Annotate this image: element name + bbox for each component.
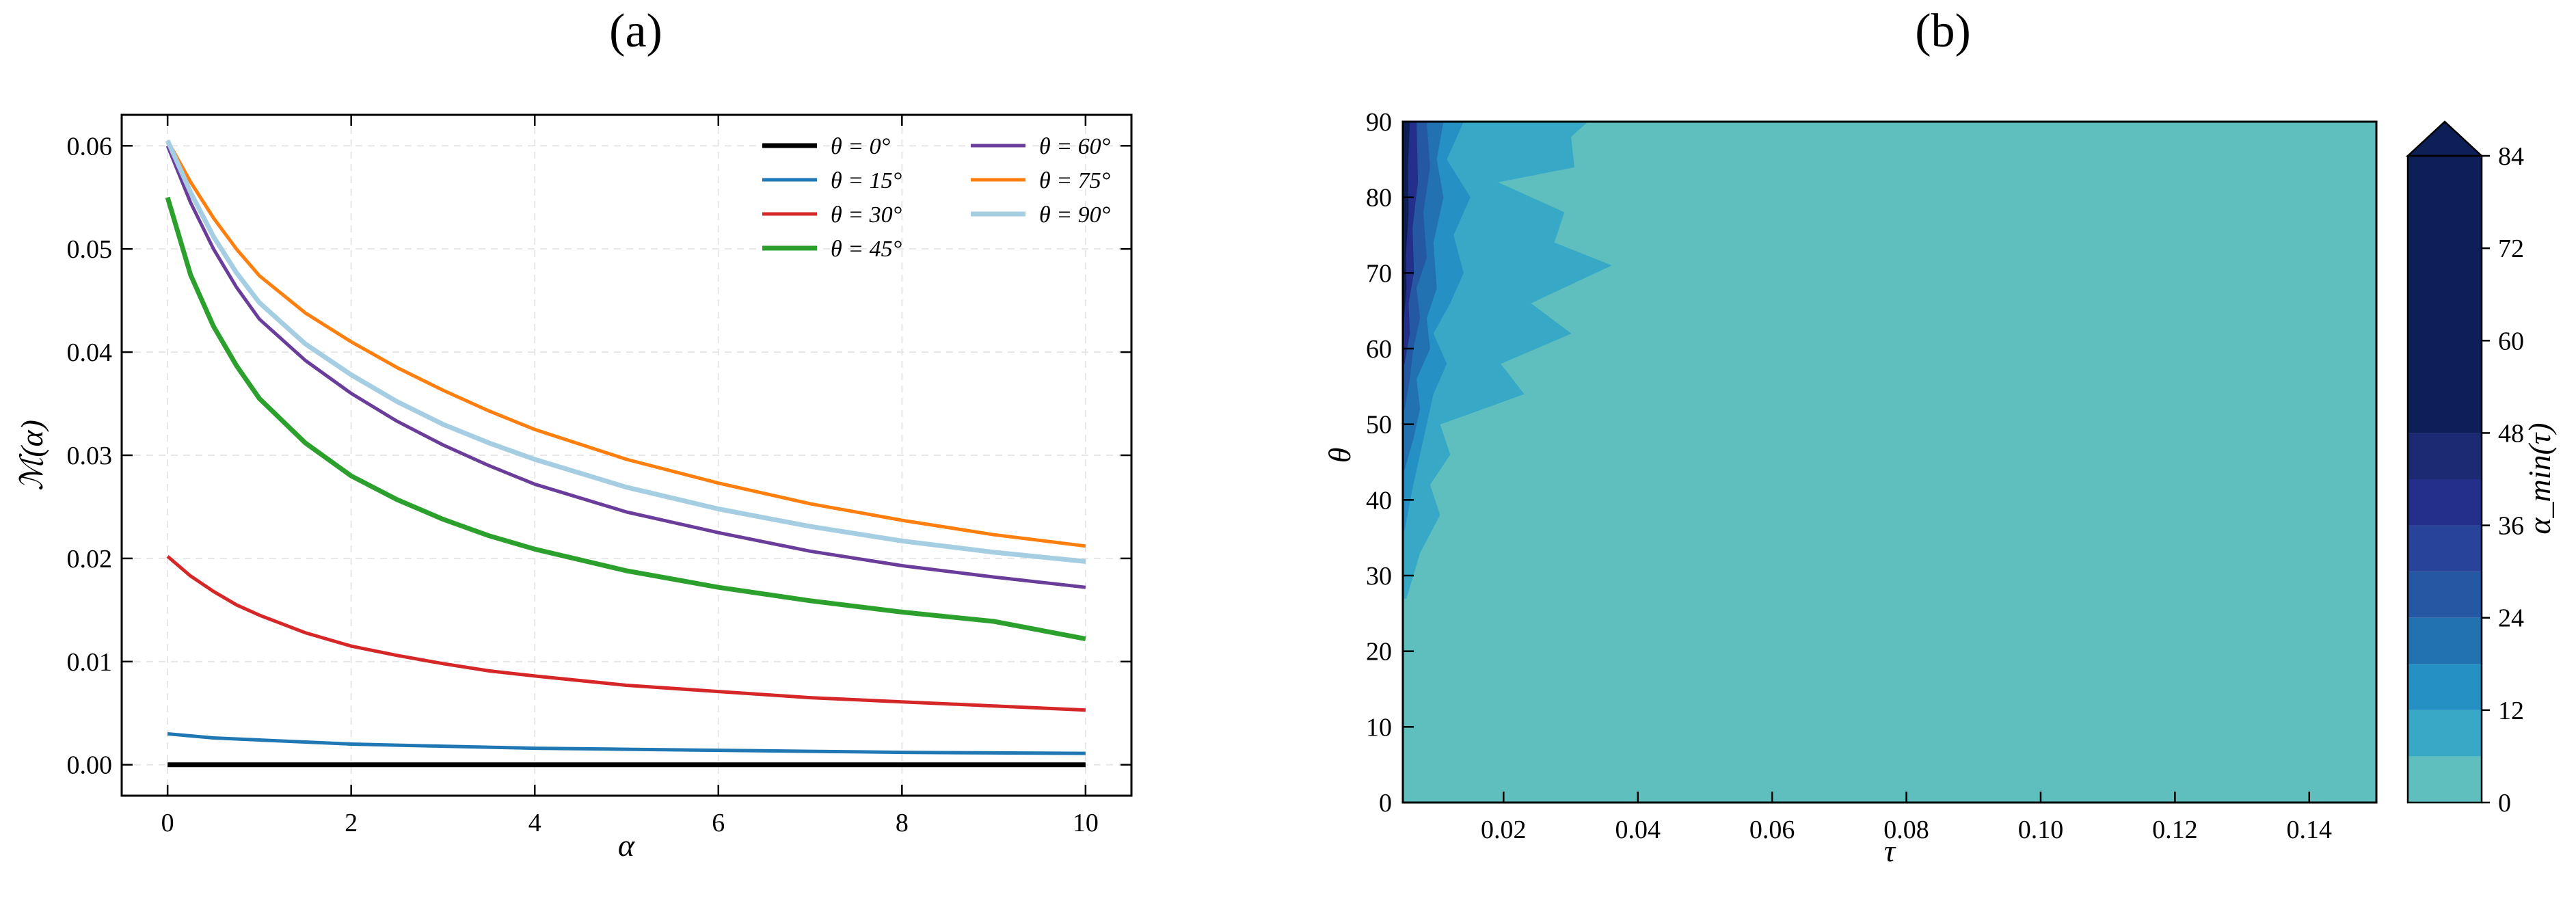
series-lines xyxy=(165,139,1086,768)
y-tick-label: 0.03 xyxy=(67,442,113,470)
y-axis-label: θ xyxy=(1322,448,1357,463)
colorbar-tick-label: 60 xyxy=(2498,327,2524,355)
legend-label: θ = 60° xyxy=(1039,134,1111,159)
y-tick-label: 0.01 xyxy=(67,648,113,677)
panel-a-title: (a) xyxy=(609,5,662,57)
colorbar-segment xyxy=(2408,756,2482,803)
colorbar-tick-label: 12 xyxy=(2498,697,2524,725)
colorbar-tick-label: 48 xyxy=(2498,419,2524,448)
y-tick-label: 20 xyxy=(1366,638,1392,666)
y-axis-label: ℳ(α) xyxy=(14,420,49,491)
contour-base-level xyxy=(1403,122,2376,803)
legend: θ = 0° θ = 15° θ = 30° θ = 45° θ = 60° θ = 75… xyxy=(762,134,1111,262)
y-tick-label: 50 xyxy=(1366,411,1392,440)
series-line xyxy=(165,145,1086,589)
x-tick-label: 0.10 xyxy=(2018,816,2064,844)
colorbar-segment xyxy=(2408,571,2482,618)
legend-label: θ = 90° xyxy=(1039,202,1111,228)
x-tick-label: 0.04 xyxy=(1615,816,1661,844)
y-tick-label: 0.02 xyxy=(67,545,113,574)
colorbar-tick-label: 36 xyxy=(2498,512,2524,541)
colorbar-extend-arrow xyxy=(2405,120,2484,157)
series-line xyxy=(166,554,1086,712)
colorbar-segment xyxy=(2408,710,2482,757)
colorbar-tick-label: 84 xyxy=(2498,142,2524,171)
colorbar-segment xyxy=(2408,525,2482,572)
colorbar-segment xyxy=(2408,617,2482,664)
x-axis-label: τ xyxy=(1884,833,1896,868)
colorbar-frame xyxy=(2406,154,2483,804)
legend-label: θ = 15° xyxy=(831,168,902,193)
x-tick-label: 0.12 xyxy=(2152,816,2198,844)
y-tick-label: 80 xyxy=(1366,184,1392,213)
y-tick-label: 0.04 xyxy=(67,338,113,367)
axis-ticks: 0 2 4 6 8 10 0.00 0.01 0.02 0.03 0.04 0.05 0.06 xyxy=(67,115,1131,837)
x-axis-label: α xyxy=(618,828,635,863)
plot-frame xyxy=(1401,120,2378,804)
y-tick-label: 0.00 xyxy=(67,751,113,780)
y-tick-label: 0.06 xyxy=(67,132,113,161)
colorbar-segment xyxy=(2408,156,2482,433)
series-line xyxy=(165,139,1086,548)
colorbar-segment xyxy=(2408,664,2482,710)
legend-label: θ = 0° xyxy=(831,134,891,159)
line-chart-panel: 0 2 4 6 8 10 0.00 0.01 0.02 0.03 0.04 0.05 0.06 θ = … xyxy=(14,113,1133,863)
colorbar-segment xyxy=(2408,479,2482,526)
y-tick-label: 70 xyxy=(1366,259,1392,288)
x-tick-label: 0.08 xyxy=(1883,816,1929,844)
x-tick-label: 8 xyxy=(896,809,909,837)
y-tick-label: 60 xyxy=(1366,335,1392,364)
contour-chart-panel: 0.02 0.04 0.06 0.08 0.10 0.12 0.14 0 10 20 30 40 50 6… xyxy=(1322,108,2557,868)
x-tick-label: 0.06 xyxy=(1749,816,1795,844)
y-tick-label: 90 xyxy=(1366,108,1392,137)
x-tick-label: 6 xyxy=(712,809,725,837)
colorbar-tick-label: 24 xyxy=(2498,604,2524,633)
series-line xyxy=(165,139,1086,564)
colorbar: 0 12 24 36 48 60 72 84 xyxy=(2405,120,2524,818)
x-tick-label: 0 xyxy=(161,809,174,837)
x-tick-label: 0.14 xyxy=(2287,816,2333,844)
gridlines xyxy=(122,115,1131,796)
y-tick-label: 30 xyxy=(1366,562,1392,591)
colorbar-tick-label: 0 xyxy=(2498,789,2511,818)
colorbar-label: α_min(τ) xyxy=(2522,422,2557,534)
contour-fills xyxy=(1402,121,2376,803)
axis-ticks: 0.02 0.04 0.06 0.08 0.10 0.12 0.14 0 10 20 30 40 50 6… xyxy=(1366,108,2332,844)
x-tick-label: 4 xyxy=(528,809,541,837)
colorbar-segment xyxy=(2408,433,2482,479)
x-tick-label: 0.02 xyxy=(1481,816,1527,844)
panel-b-title: (b) xyxy=(1915,5,1971,57)
legend-label: θ = 45° xyxy=(831,237,902,262)
series-line xyxy=(165,196,1086,642)
colorbar-tick-label: 72 xyxy=(2498,234,2524,263)
legend-label: θ = 75° xyxy=(1039,168,1111,193)
y-tick-label: 10 xyxy=(1366,713,1392,742)
legend-label: θ = 30° xyxy=(831,202,902,228)
x-tick-label: 10 xyxy=(1073,809,1099,837)
series-line xyxy=(167,732,1086,755)
y-tick-label: 40 xyxy=(1366,486,1392,515)
x-tick-label: 2 xyxy=(345,809,358,837)
y-tick-label: 0 xyxy=(1379,789,1392,818)
y-tick-label: 0.05 xyxy=(67,235,113,264)
